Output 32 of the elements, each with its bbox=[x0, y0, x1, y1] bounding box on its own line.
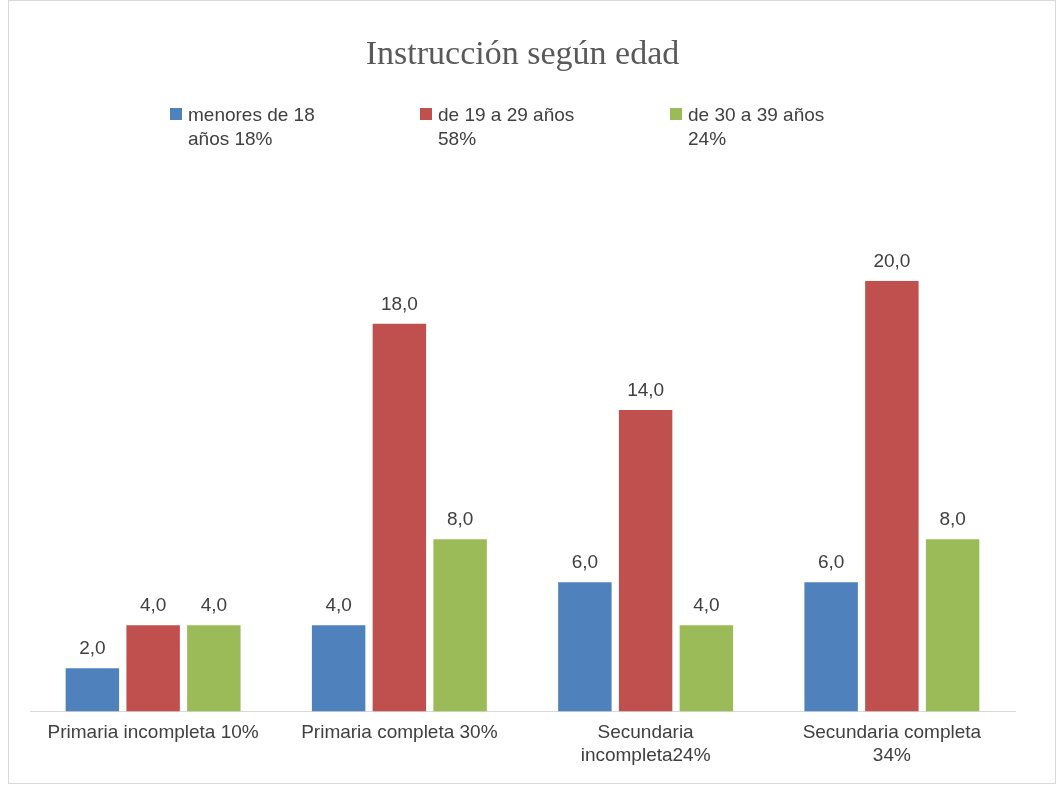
data-label: 2,0 bbox=[79, 637, 106, 659]
bar bbox=[865, 280, 919, 712]
bar bbox=[804, 582, 858, 712]
data-label: 6,0 bbox=[571, 550, 599, 572]
x-tick-label: Primaria incompleta 10% bbox=[47, 721, 259, 743]
bar bbox=[187, 625, 241, 712]
data-label: 4,0 bbox=[139, 594, 167, 616]
bar bbox=[433, 539, 487, 712]
chart-title: Instrucción según edad bbox=[365, 34, 680, 72]
data-label: 8,0 bbox=[446, 507, 474, 529]
bar bbox=[126, 625, 180, 712]
data-label: 18,0 bbox=[380, 292, 418, 314]
legend-label: de 19 a 29 años 58% bbox=[438, 103, 576, 151]
bar bbox=[311, 625, 366, 712]
data-label: 8,0 bbox=[939, 507, 966, 529]
x-tick-label: Secundaria completa 34% bbox=[802, 721, 982, 765]
data-label: 4,0 bbox=[325, 594, 352, 616]
legend-label: menores de 18 años 18% bbox=[188, 103, 316, 151]
bar bbox=[618, 409, 673, 712]
bar bbox=[558, 582, 612, 712]
bar bbox=[679, 625, 734, 712]
x-tick-label: Secundaria incompleta24% bbox=[580, 721, 711, 765]
data-label: 4,0 bbox=[693, 594, 720, 616]
data-label: 6,0 bbox=[817, 550, 845, 572]
data-label: 20,0 bbox=[873, 249, 911, 271]
data-label: 4,0 bbox=[200, 594, 228, 616]
bar bbox=[925, 539, 980, 712]
data-label: 14,0 bbox=[627, 378, 665, 400]
bar bbox=[372, 323, 427, 712]
legend-label: de 30 a 39 años 24% bbox=[688, 103, 826, 151]
bar bbox=[65, 668, 120, 712]
x-tick-label: Primaria completa 30% bbox=[301, 721, 498, 743]
